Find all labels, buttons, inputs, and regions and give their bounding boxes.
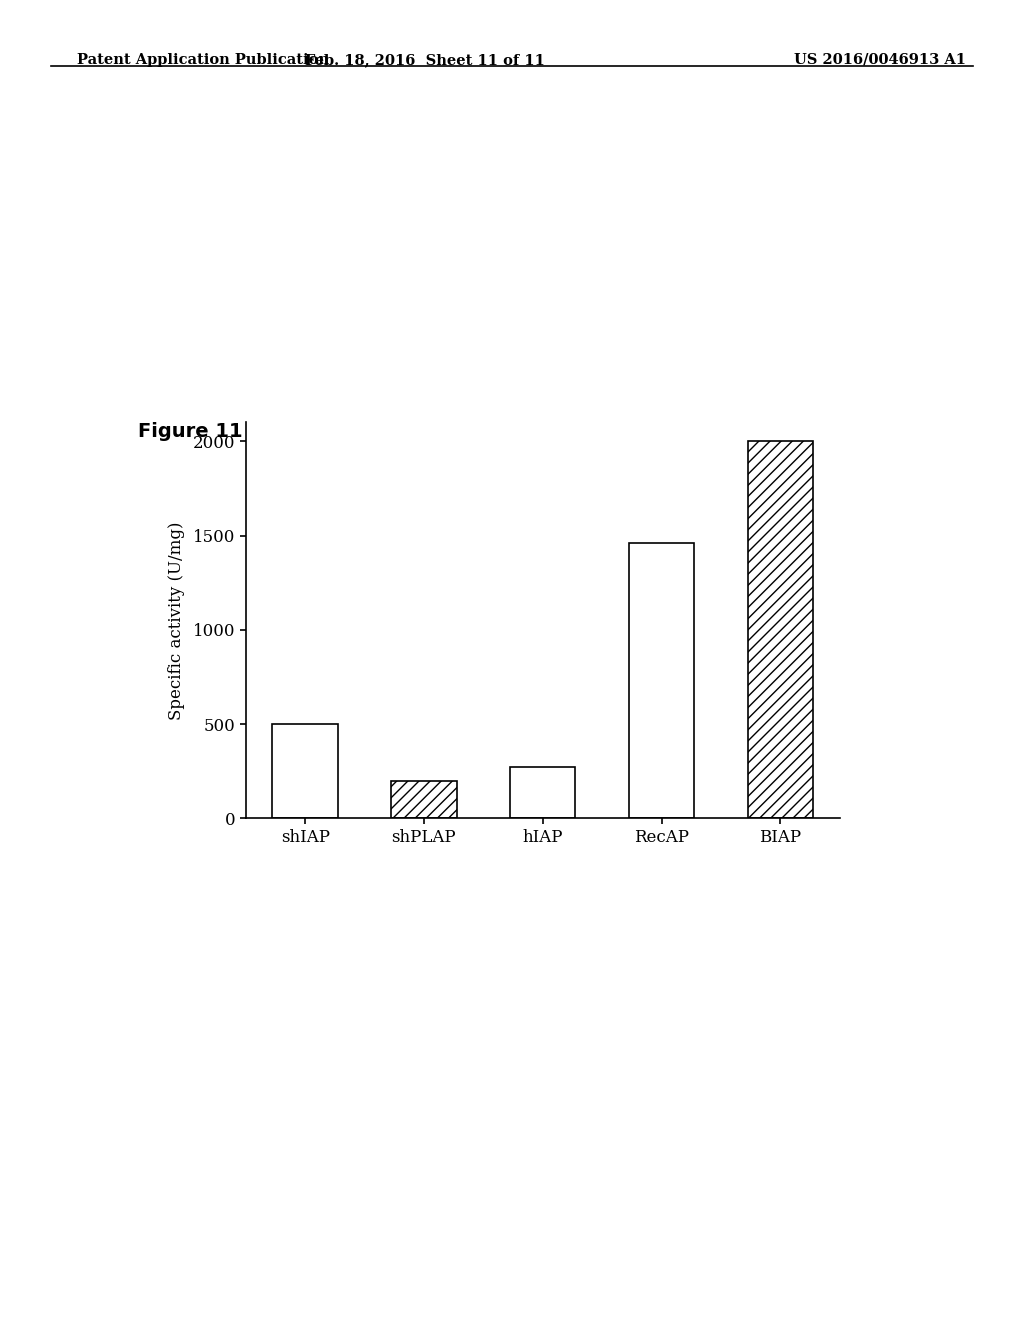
- Bar: [748, 441, 813, 818]
- Bar: [510, 767, 575, 818]
- Text: US 2016/0046913 A1: US 2016/0046913 A1: [794, 53, 966, 67]
- Text: Figure 11: Figure 11: [138, 422, 243, 441]
- Bar: [272, 725, 338, 818]
- Text: Feb. 18, 2016  Sheet 11 of 11: Feb. 18, 2016 Sheet 11 of 11: [305, 53, 545, 67]
- Bar: [629, 543, 694, 818]
- Text: Patent Application Publication: Patent Application Publication: [77, 53, 329, 67]
- Y-axis label: Specific activity (U/mg): Specific activity (U/mg): [168, 521, 184, 719]
- Bar: [391, 780, 457, 818]
